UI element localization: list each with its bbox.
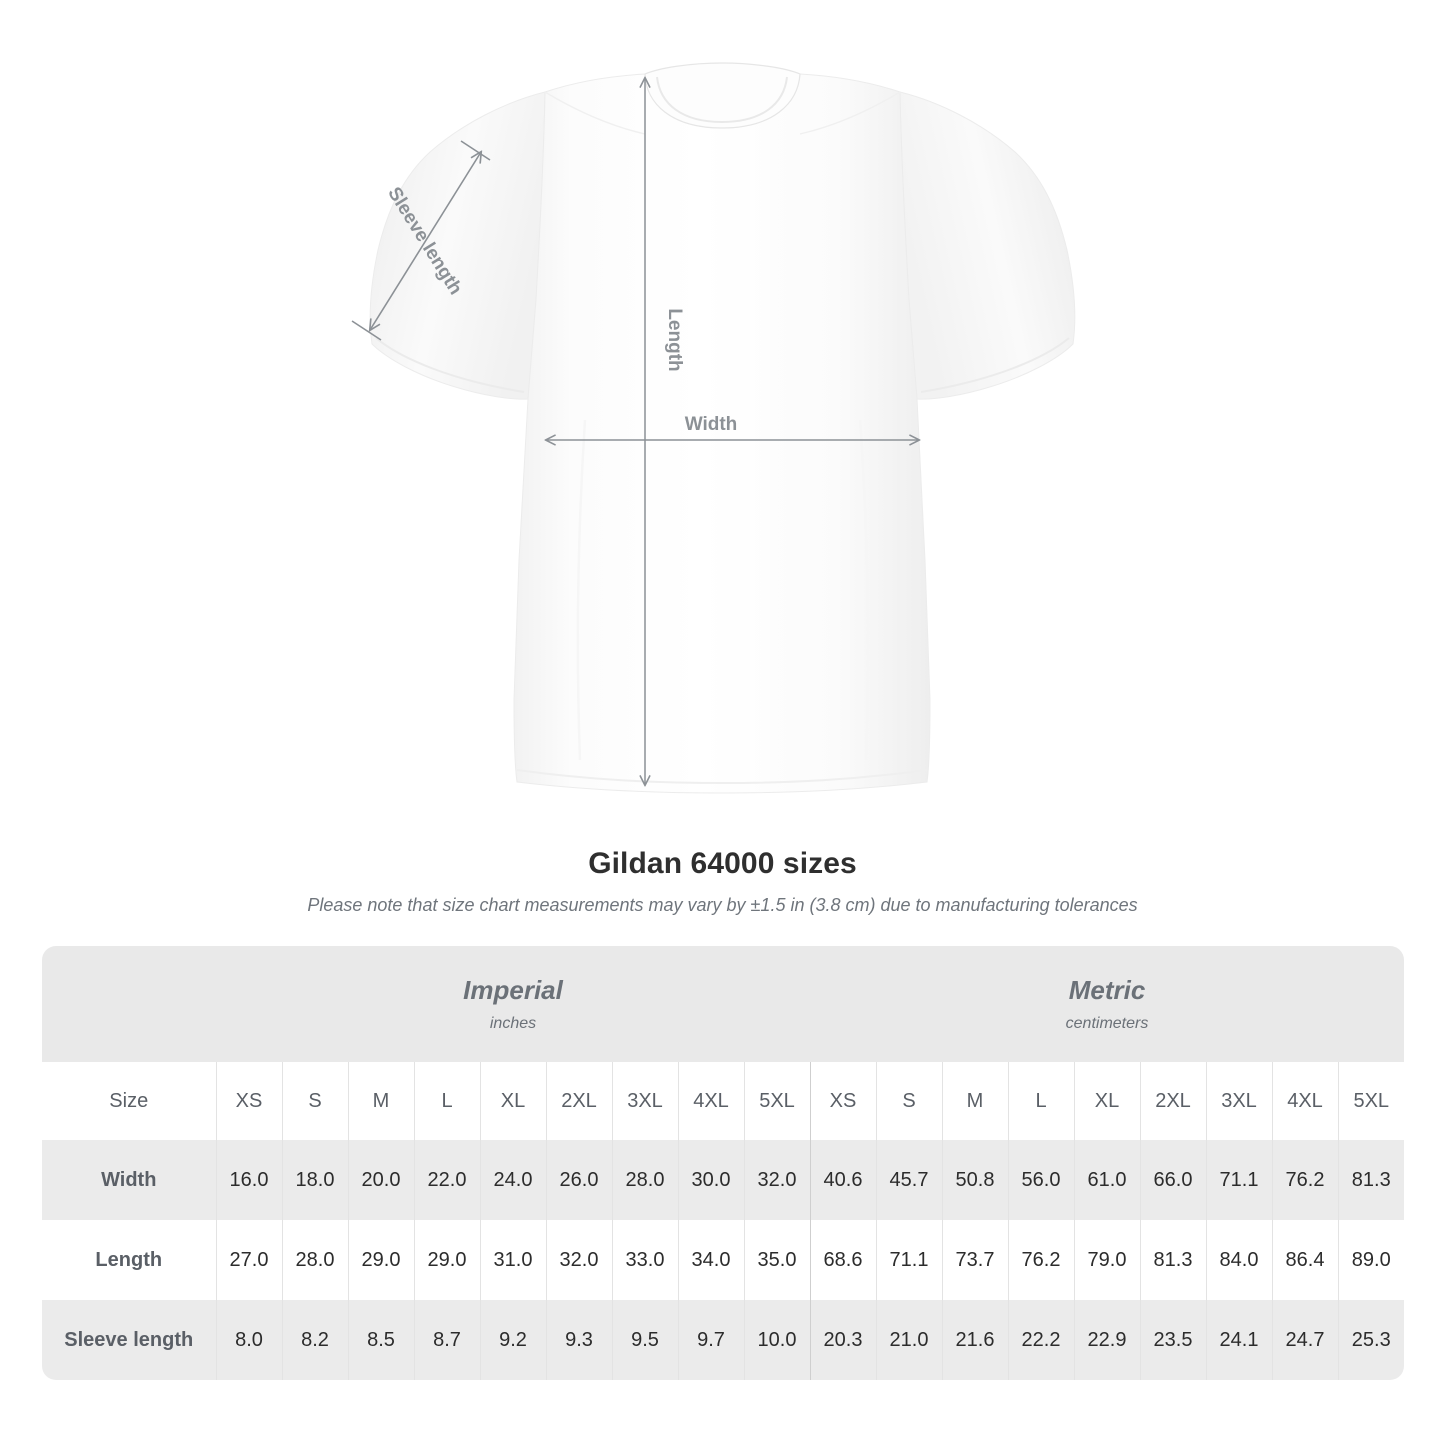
cell-width-metric-4xl: 76.2 xyxy=(1271,1140,1338,1220)
unit-measure-name: inches xyxy=(489,1014,537,1032)
column-header-imperial-3xl: 3XL xyxy=(611,1062,678,1140)
cell-width-metric-s: 45.7 xyxy=(875,1140,942,1220)
size-chart-table-wrapper: Imperial inches Metric centimeters Size XS S M L… xyxy=(42,946,1404,1380)
size-chart-table: Imperial inches Metric centimeters Size XS S M L… xyxy=(42,946,1404,1380)
column-header-imperial-4xl: 4XL xyxy=(677,1062,744,1140)
column-header-imperial-xs: XS xyxy=(215,1062,282,1140)
cell-length-metric-3xl: 84.0 xyxy=(1205,1220,1272,1300)
length-annotation: Length xyxy=(645,78,685,785)
column-header-metric-xs: XS xyxy=(809,1062,876,1140)
cell-length-metric-4xl: 86.4 xyxy=(1271,1220,1338,1300)
table-row: Width 16.0 18.0 20.0 22.0 24.0 26.0 28.0 30.0 32.… xyxy=(42,1140,1404,1220)
cell-sleeve-length-metric-xl: 22.9 xyxy=(1073,1300,1140,1380)
cell-width-imperial-3xl: 28.0 xyxy=(611,1140,678,1220)
unit-banner-spacer xyxy=(42,946,216,1062)
cell-sleeve-length-imperial-2xl: 9.3 xyxy=(545,1300,612,1380)
column-header-imperial-l: L xyxy=(413,1062,480,1140)
column-header-imperial-s: S xyxy=(281,1062,348,1140)
cell-sleeve-length-metric-xs: 20.3 xyxy=(809,1300,876,1380)
cell-sleeve-length-imperial-4xl: 9.7 xyxy=(677,1300,744,1380)
cell-sleeve-length-metric-5xl: 25.3 xyxy=(1337,1300,1404,1380)
cell-length-metric-5xl: 89.0 xyxy=(1337,1220,1404,1300)
cell-width-metric-xl: 61.0 xyxy=(1073,1140,1140,1220)
cell-sleeve-length-metric-s: 21.0 xyxy=(875,1300,942,1380)
cell-length-imperial-s: 28.0 xyxy=(281,1220,348,1300)
table-row: Sleeve length 8.0 8.2 8.5 8.7 9.2 9.3 9.5 9.7 10.… xyxy=(42,1300,1404,1380)
cell-length-metric-s: 71.1 xyxy=(875,1220,942,1300)
cell-sleeve-length-imperial-m: 8.5 xyxy=(347,1300,414,1380)
cell-length-metric-l: 76.2 xyxy=(1007,1220,1074,1300)
cell-width-imperial-xl: 24.0 xyxy=(479,1140,546,1220)
column-header-metric-5xl: 5XL xyxy=(1337,1062,1404,1140)
page-title: Gildan 64000 sizes xyxy=(588,847,857,880)
cell-length-imperial-xs: 27.0 xyxy=(215,1220,282,1300)
column-header-metric-l: L xyxy=(1007,1062,1074,1140)
cell-length-metric-2xl: 81.3 xyxy=(1139,1220,1206,1300)
row-label-width: Width xyxy=(42,1140,216,1220)
cell-sleeve-length-imperial-xs: 8.0 xyxy=(215,1300,282,1380)
cell-sleeve-length-metric-l: 22.2 xyxy=(1007,1300,1074,1380)
cell-width-metric-3xl: 71.1 xyxy=(1205,1140,1272,1220)
cell-length-imperial-4xl: 34.0 xyxy=(677,1220,744,1300)
cell-length-metric-m: 73.7 xyxy=(941,1220,1008,1300)
column-header-metric-xl: XL xyxy=(1073,1062,1140,1140)
cell-length-imperial-3xl: 33.0 xyxy=(611,1220,678,1300)
cell-width-imperial-4xl: 30.0 xyxy=(677,1140,744,1220)
cell-width-metric-2xl: 66.0 xyxy=(1139,1140,1206,1220)
cell-width-imperial-xs: 16.0 xyxy=(215,1140,282,1220)
cell-length-imperial-m: 29.0 xyxy=(347,1220,414,1300)
unit-system-name: Metric xyxy=(1068,974,1146,1005)
cell-width-imperial-2xl: 26.0 xyxy=(545,1140,612,1220)
unit-system-name: Imperial xyxy=(463,974,563,1005)
cell-width-imperial-5xl: 32.0 xyxy=(743,1140,810,1220)
cell-width-metric-m: 50.8 xyxy=(941,1140,1008,1220)
column-header-metric-m: M xyxy=(941,1062,1008,1140)
cell-sleeve-length-metric-2xl: 23.5 xyxy=(1139,1300,1206,1380)
cell-length-imperial-xl: 31.0 xyxy=(479,1220,546,1300)
cell-length-metric-xs: 68.6 xyxy=(809,1220,876,1300)
unit-banner-imperial: Imperial inches xyxy=(216,946,810,1062)
cell-sleeve-length-imperial-s: 8.2 xyxy=(281,1300,348,1380)
column-header-metric-2xl: 2XL xyxy=(1139,1062,1206,1140)
cell-width-metric-5xl: 81.3 xyxy=(1337,1140,1404,1220)
width-label: Width xyxy=(685,414,738,435)
cell-width-metric-xs: 40.6 xyxy=(809,1140,876,1220)
width-annotation: Width xyxy=(546,414,919,440)
cell-sleeve-length-metric-3xl: 24.1 xyxy=(1205,1300,1272,1380)
cell-width-imperial-l: 22.0 xyxy=(413,1140,480,1220)
cell-width-imperial-m: 20.0 xyxy=(347,1140,414,1220)
cell-width-imperial-s: 18.0 xyxy=(281,1140,348,1220)
column-header-imperial-m: M xyxy=(347,1062,414,1140)
cell-sleeve-length-imperial-5xl: 10.0 xyxy=(743,1300,810,1380)
unit-banner-metric: Metric centimeters xyxy=(810,946,1404,1062)
row-label-sleeve-length: Sleeve length xyxy=(42,1300,216,1380)
cell-sleeve-length-metric-m: 21.6 xyxy=(941,1300,1008,1380)
cell-length-imperial-l: 29.0 xyxy=(413,1220,480,1300)
column-header-size: Size xyxy=(42,1062,216,1140)
cell-width-metric-l: 56.0 xyxy=(1007,1140,1074,1220)
column-header-imperial-xl: XL xyxy=(479,1062,546,1140)
tshirt-diagram: Sleeve length Length Width xyxy=(351,62,1076,794)
table-header-row: Size XS S M L XL 2XL 3XL 4XL 5XL XS S M L XL 2XL 3XL 4XL 5… xyxy=(42,1062,1404,1140)
column-header-imperial-5xl: 5XL xyxy=(743,1062,810,1140)
unit-measure-name: centimeters xyxy=(1065,1014,1149,1032)
cell-sleeve-length-imperial-l: 8.7 xyxy=(413,1300,480,1380)
column-header-imperial-2xl: 2XL xyxy=(545,1062,612,1140)
page-subtitle: Please note that size chart measurements… xyxy=(307,895,1138,915)
cell-length-imperial-2xl: 32.0 xyxy=(545,1220,612,1300)
column-header-metric-3xl: 3XL xyxy=(1205,1062,1272,1140)
column-header-metric-4xl: 4XL xyxy=(1271,1062,1338,1140)
cell-length-metric-xl: 79.0 xyxy=(1073,1220,1140,1300)
length-label: Length xyxy=(664,308,685,371)
heading-block: Gildan 64000 sizes Please note that size… xyxy=(0,845,1445,918)
cell-sleeve-length-imperial-xl: 9.2 xyxy=(479,1300,546,1380)
cell-sleeve-length-metric-4xl: 24.7 xyxy=(1271,1300,1338,1380)
unit-banner-row: Imperial inches Metric centimeters xyxy=(42,946,1404,1062)
row-label-length: Length xyxy=(42,1220,216,1300)
table-row: Length 27.0 28.0 29.0 29.0 31.0 32.0 33.0 34.0 35… xyxy=(42,1220,1404,1300)
cell-sleeve-length-imperial-3xl: 9.5 xyxy=(611,1300,678,1380)
cell-length-imperial-5xl: 35.0 xyxy=(743,1220,810,1300)
column-header-metric-s: S xyxy=(875,1062,942,1140)
